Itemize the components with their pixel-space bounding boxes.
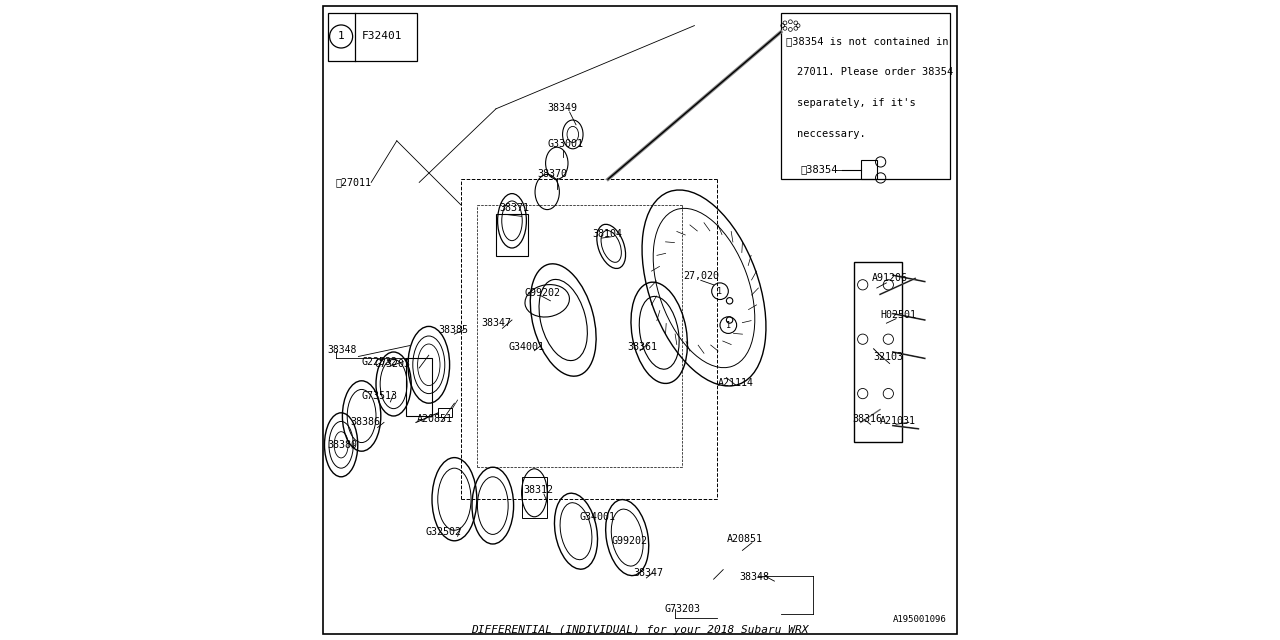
Bar xyxy=(407,358,433,416)
Text: G22532: G22532 xyxy=(362,356,398,367)
Text: 1: 1 xyxy=(726,321,731,330)
Text: 38348: 38348 xyxy=(740,572,769,582)
Text: 38349: 38349 xyxy=(548,102,577,113)
Text: G73203: G73203 xyxy=(374,358,411,369)
Text: G34001: G34001 xyxy=(508,342,545,352)
Text: 32103: 32103 xyxy=(874,352,904,362)
Text: 38386: 38386 xyxy=(351,417,380,428)
Text: 38104: 38104 xyxy=(591,228,622,239)
Text: 38380: 38380 xyxy=(328,440,357,450)
Text: ※38354: ※38354 xyxy=(800,164,837,175)
Text: 27,020: 27,020 xyxy=(684,271,719,282)
Text: 38347: 38347 xyxy=(634,568,663,578)
Text: G34001: G34001 xyxy=(580,512,616,522)
Text: 1: 1 xyxy=(718,287,722,296)
Text: 38385: 38385 xyxy=(438,324,468,335)
Text: A20851: A20851 xyxy=(417,414,453,424)
Text: G99202: G99202 xyxy=(612,536,648,546)
Text: G32502: G32502 xyxy=(425,527,462,538)
Text: F32401: F32401 xyxy=(362,31,402,42)
Text: ※27011: ※27011 xyxy=(335,177,372,188)
Bar xyxy=(522,477,548,518)
Text: 38312: 38312 xyxy=(524,484,553,495)
Text: A21114: A21114 xyxy=(718,378,754,388)
Text: A195001096: A195001096 xyxy=(893,615,946,624)
Text: 38361: 38361 xyxy=(627,342,657,352)
Text: 38348: 38348 xyxy=(328,345,357,355)
Bar xyxy=(497,214,529,256)
Text: A21031: A21031 xyxy=(881,416,916,426)
Text: H02501: H02501 xyxy=(881,310,916,320)
Bar xyxy=(860,160,877,179)
Text: 38347: 38347 xyxy=(481,318,511,328)
Text: 1: 1 xyxy=(338,31,344,42)
Text: 38371: 38371 xyxy=(499,203,529,213)
Text: G73203: G73203 xyxy=(664,604,700,614)
Bar xyxy=(855,262,902,442)
Bar xyxy=(328,13,417,61)
Text: neccessary.: neccessary. xyxy=(796,129,865,139)
Text: A91206: A91206 xyxy=(872,273,908,284)
Text: A20851: A20851 xyxy=(727,534,763,544)
Text: DIFFERENTIAL (INDIVIDUAL) for your 2018 Subaru WRX: DIFFERENTIAL (INDIVIDUAL) for your 2018 … xyxy=(471,625,809,636)
Text: separately, if it's: separately, if it's xyxy=(796,98,915,108)
Text: 38370: 38370 xyxy=(538,169,567,179)
Bar xyxy=(781,13,950,179)
Text: ※38354 is not contained in: ※38354 is not contained in xyxy=(786,36,948,47)
Text: G99202: G99202 xyxy=(525,288,561,298)
Text: 27011. Please order 38354: 27011. Please order 38354 xyxy=(796,67,954,77)
Bar xyxy=(438,408,453,417)
Text: G33001: G33001 xyxy=(548,139,584,149)
Text: G73513: G73513 xyxy=(362,390,398,401)
Text: 38316: 38316 xyxy=(852,414,882,424)
